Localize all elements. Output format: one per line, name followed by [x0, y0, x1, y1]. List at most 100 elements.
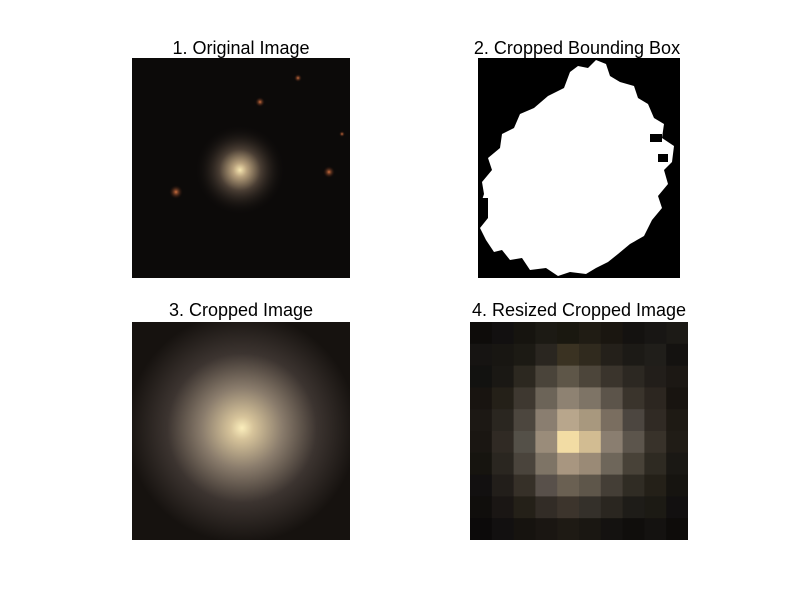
panel-title: 2. Cropped Bounding Box	[473, 38, 681, 58]
grid-pixel	[666, 496, 688, 519]
grid-pixel	[622, 496, 645, 519]
grid-pixel	[470, 452, 493, 476]
grid-pixel	[644, 431, 667, 454]
grid-pixel	[491, 322, 515, 345]
grid-pixel	[513, 322, 536, 345]
grid-pixel	[535, 387, 558, 410]
panel-cropped-image: 3. Cropped Image	[132, 300, 350, 540]
grid-pixel	[535, 343, 558, 367]
grid-pixel	[535, 322, 558, 345]
panel-title: 1. Original Image	[172, 38, 310, 58]
grid-pixel	[600, 322, 624, 345]
grid-pixel	[579, 322, 602, 345]
grid-pixel	[535, 409, 558, 432]
grid-pixel	[644, 365, 667, 388]
grid-pixel	[557, 409, 580, 432]
grid-pixel	[666, 474, 688, 497]
grid-pixel	[513, 474, 536, 497]
grid-pixel	[666, 343, 688, 367]
grid-pixel	[557, 343, 580, 367]
grid-pixel	[470, 343, 493, 367]
grid-pixel	[470, 387, 493, 410]
grid-pixel	[666, 322, 688, 345]
grid-pixel	[666, 518, 688, 540]
grid-pixel	[579, 452, 602, 476]
grid-pixel	[600, 387, 624, 410]
grid-pixel	[579, 431, 602, 454]
cropped-galaxy-image	[132, 322, 350, 540]
grid-pixel	[600, 365, 624, 388]
grid-pixel	[622, 322, 645, 345]
grid-pixel	[535, 518, 558, 540]
grid-pixel	[666, 431, 688, 454]
grid-pixel	[600, 474, 624, 497]
grid-pixel	[470, 518, 493, 540]
grid-pixel	[579, 409, 602, 432]
grid-pixel	[557, 322, 580, 345]
grid-pixel	[644, 452, 667, 476]
resized-pixel-grid	[470, 322, 688, 540]
grid-pixel	[513, 431, 536, 454]
grid-pixel	[535, 365, 558, 388]
grid-pixel	[644, 474, 667, 497]
grid-pixel	[579, 518, 602, 540]
grid-pixel	[622, 518, 645, 540]
grid-pixel	[600, 496, 624, 519]
grid-pixel	[579, 474, 602, 497]
grid-pixel	[622, 431, 645, 454]
grid-pixel	[622, 452, 645, 476]
grid-pixel	[557, 518, 580, 540]
grid-pixel	[513, 365, 536, 388]
grid-pixel	[557, 387, 580, 410]
grid-pixel	[666, 365, 688, 388]
grid-pixel	[622, 365, 645, 388]
grid-pixel	[600, 518, 624, 540]
grid-pixel	[579, 365, 602, 388]
grid-pixel	[470, 322, 493, 345]
grid-pixel	[470, 431, 493, 454]
panel-resized-cropped-image: 4. Resized Cropped Image	[470, 300, 688, 540]
grid-pixel	[535, 452, 558, 476]
grid-pixel	[579, 496, 602, 519]
grid-pixel	[470, 409, 493, 432]
grid-pixel	[491, 409, 515, 432]
grid-pixel	[557, 365, 580, 388]
grid-pixel	[644, 518, 667, 540]
grid-pixel	[644, 322, 667, 345]
grid-pixel	[470, 365, 493, 388]
panel-title: 4. Resized Cropped Image	[471, 300, 687, 320]
grid-pixel	[491, 365, 515, 388]
grid-pixel	[622, 474, 645, 497]
grid-pixel	[579, 387, 602, 410]
bounding-box-mask	[478, 58, 680, 278]
grid-pixel	[491, 518, 515, 540]
grid-pixel	[579, 343, 602, 367]
grid-pixel	[513, 518, 536, 540]
grid-pixel	[513, 387, 536, 410]
grid-pixel	[600, 452, 624, 476]
grid-pixel	[491, 496, 515, 519]
original-galaxy-image	[132, 58, 350, 278]
grid-pixel	[600, 409, 624, 432]
grid-pixel	[644, 387, 667, 410]
panel-title: 3. Cropped Image	[168, 300, 314, 320]
grid-pixel	[600, 343, 624, 367]
grid-pixel	[491, 474, 515, 497]
grid-pixel	[557, 431, 580, 454]
grid-pixel	[491, 343, 515, 367]
grid-pixel	[470, 496, 493, 519]
grid-pixel	[513, 343, 536, 367]
grid-pixel	[557, 452, 580, 476]
grid-pixel	[535, 431, 558, 454]
grid-pixel	[622, 343, 645, 367]
grid-pixel	[666, 409, 688, 432]
grid-pixel	[666, 387, 688, 410]
grid-pixel	[535, 496, 558, 519]
grid-pixel	[666, 452, 688, 476]
grid-pixel	[644, 343, 667, 367]
grid-pixel	[491, 431, 515, 454]
grid-pixel	[535, 474, 558, 497]
grid-pixel	[513, 409, 536, 432]
grid-pixel	[557, 496, 580, 519]
grid-pixel	[644, 496, 667, 519]
